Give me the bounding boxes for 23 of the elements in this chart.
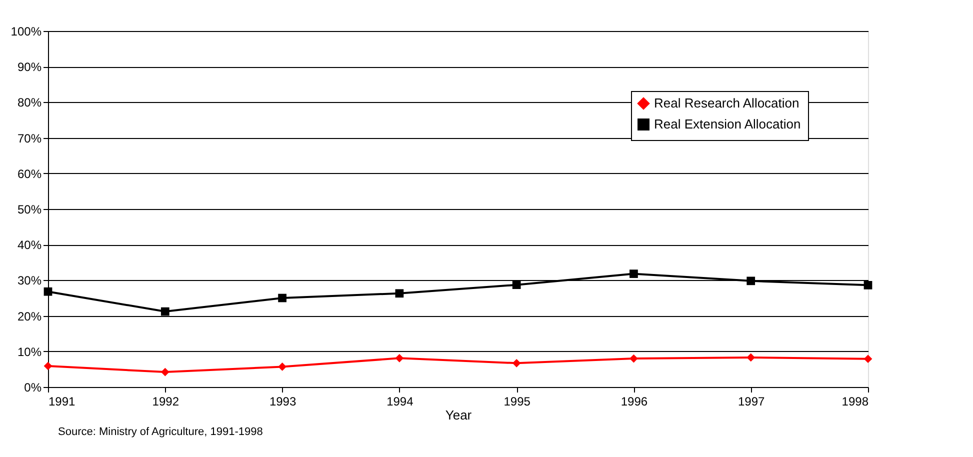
y-tick-label: 70% — [17, 131, 42, 146]
y-tick-label: 80% — [17, 96, 42, 110]
x-tick-label: 1993 — [269, 394, 296, 408]
y-tick-label: 100% — [10, 24, 42, 38]
x-tick-label: 1996 — [620, 394, 648, 408]
source-note: Source: Ministry of Agriculture, 1991-1998 — [58, 426, 263, 438]
legend-label: Real Extension Allocation — [654, 116, 801, 132]
y-tick-label: 20% — [17, 309, 42, 324]
y-tick-label: 0% — [24, 380, 42, 394]
legend-label: Real Research Allocation — [654, 96, 800, 110]
x-tick-label: 1995 — [504, 394, 531, 408]
y-tick-label: 50% — [17, 202, 42, 216]
x-tick-label: 1991 — [48, 394, 76, 408]
y-tick-label: 40% — [17, 238, 42, 252]
y-tick-label: 30% — [17, 274, 42, 288]
x-axis-title: Year — [445, 408, 472, 422]
y-tick-label: 90% — [17, 60, 42, 74]
x-tick-label: 1997 — [738, 394, 766, 408]
y-tick-label: 10% — [17, 344, 42, 359]
x-tick-label: 1998 — [842, 394, 869, 408]
x-tick-label: 1994 — [386, 394, 414, 408]
y-tick-label: 60% — [17, 166, 42, 181]
x-tick-label: 1992 — [152, 394, 180, 408]
